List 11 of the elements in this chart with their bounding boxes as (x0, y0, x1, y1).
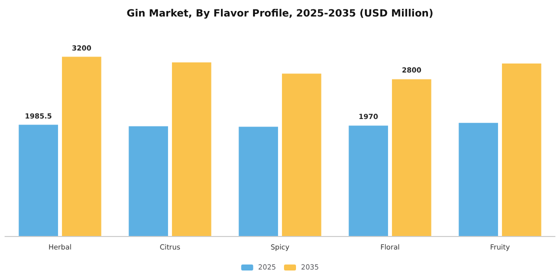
bar (128, 126, 168, 236)
bar (282, 74, 322, 236)
bar (62, 56, 102, 236)
chart-title: Gin Market, By Flavor Profile, 2025-2035 (USD Million) (126, 8, 434, 20)
bar (392, 79, 432, 236)
bar (348, 126, 388, 236)
bar (458, 122, 498, 236)
bar (172, 62, 212, 236)
bar (18, 124, 58, 236)
bar (238, 126, 278, 236)
bar (502, 64, 542, 236)
